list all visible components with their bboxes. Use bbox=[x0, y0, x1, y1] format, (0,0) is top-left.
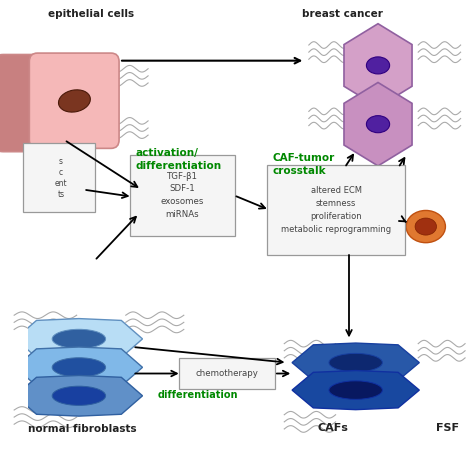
Ellipse shape bbox=[415, 218, 437, 235]
Ellipse shape bbox=[52, 329, 106, 348]
Text: s
c
ent
ts: s c ent ts bbox=[55, 156, 67, 199]
Polygon shape bbox=[292, 343, 419, 382]
Ellipse shape bbox=[406, 210, 446, 243]
Text: chemotherapy: chemotherapy bbox=[196, 369, 259, 378]
Ellipse shape bbox=[329, 381, 383, 399]
FancyBboxPatch shape bbox=[23, 143, 95, 212]
Text: normal fibroblasts: normal fibroblasts bbox=[27, 424, 136, 434]
Text: CAF-tumor
crosstalk: CAF-tumor crosstalk bbox=[272, 153, 335, 176]
Ellipse shape bbox=[366, 57, 390, 74]
Polygon shape bbox=[15, 319, 143, 359]
Polygon shape bbox=[344, 82, 412, 166]
Text: FSF: FSF bbox=[436, 423, 459, 433]
Ellipse shape bbox=[52, 386, 106, 405]
Text: breast cancer: breast cancer bbox=[302, 9, 383, 18]
Ellipse shape bbox=[58, 90, 91, 112]
Polygon shape bbox=[344, 24, 412, 107]
Ellipse shape bbox=[366, 116, 390, 133]
Polygon shape bbox=[15, 375, 143, 416]
Text: differentiation: differentiation bbox=[158, 390, 238, 400]
FancyBboxPatch shape bbox=[0, 55, 83, 152]
Polygon shape bbox=[292, 371, 419, 410]
FancyBboxPatch shape bbox=[267, 165, 405, 255]
FancyBboxPatch shape bbox=[179, 358, 275, 389]
Text: CAFs: CAFs bbox=[318, 423, 349, 433]
Polygon shape bbox=[15, 347, 143, 388]
Text: TGF-β1
SDF-1
exosomes
miRNAs: TGF-β1 SDF-1 exosomes miRNAs bbox=[161, 172, 204, 219]
FancyBboxPatch shape bbox=[130, 155, 235, 236]
Text: activation/
differentiation: activation/ differentiation bbox=[136, 148, 222, 171]
Ellipse shape bbox=[329, 354, 383, 372]
Ellipse shape bbox=[52, 358, 106, 377]
Text: epithelial cells: epithelial cells bbox=[48, 9, 134, 18]
Text: altered ECM
stemness
proliferation
metabolic reprogramming: altered ECM stemness proliferation metab… bbox=[281, 186, 391, 234]
FancyBboxPatch shape bbox=[29, 53, 119, 148]
